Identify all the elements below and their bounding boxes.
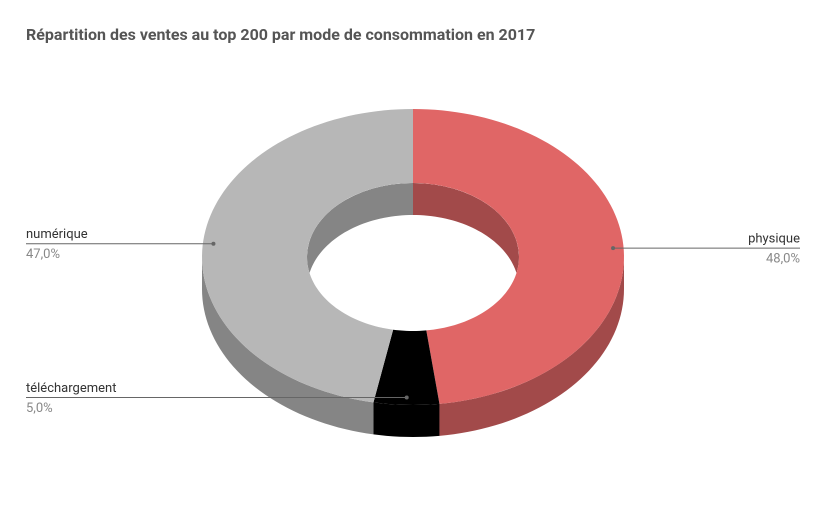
leader-dot [211, 241, 216, 246]
slice [413, 109, 624, 404]
leader-dot [611, 246, 616, 251]
slice-label: physique [748, 232, 800, 247]
inner-wall [413, 183, 519, 289]
slice-label: téléchargement [26, 381, 116, 396]
slice-side [202, 257, 374, 435]
slice [202, 109, 413, 403]
slice-side [373, 402, 440, 437]
slice-label: numérique [26, 227, 88, 242]
chart-title: Répartition des ventes au top 200 par mo… [26, 25, 535, 44]
slice-value: 47,0% [26, 247, 60, 262]
slice-value: 5,0% [26, 401, 53, 416]
inner-walls [307, 183, 519, 289]
inner-wall [307, 183, 413, 289]
slice-value: 48,0% [766, 252, 800, 267]
slice-side [439, 257, 624, 436]
slice [373, 329, 440, 405]
leader-dot [404, 395, 409, 400]
